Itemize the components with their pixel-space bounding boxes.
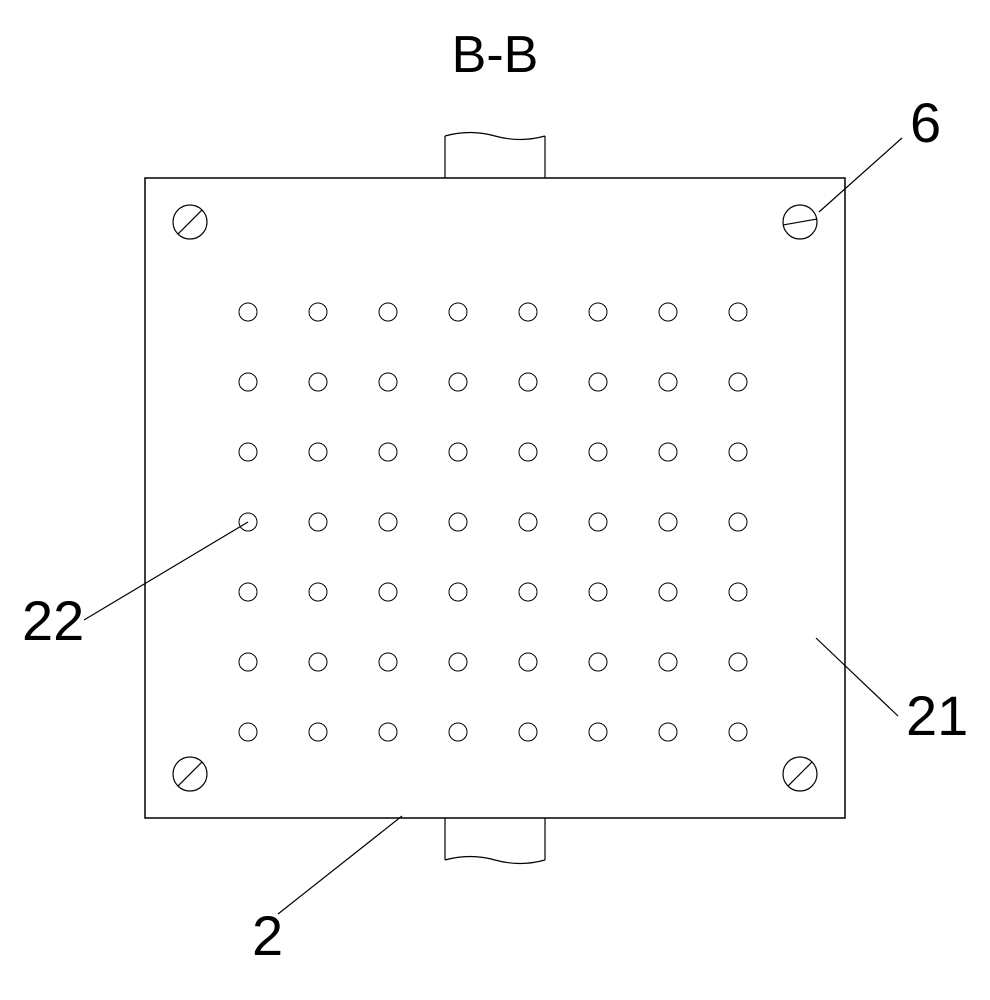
leaders-group [84, 138, 902, 914]
hole-grid [239, 303, 747, 741]
technical-drawing-svg: B-B 6 22 21 2 [0, 0, 990, 1000]
plate-outline [145, 178, 845, 818]
diagram-container: B-B 6 22 21 2 [0, 0, 990, 1000]
screws-group [173, 205, 817, 791]
label-6: 6 [910, 91, 941, 154]
bottom-tab [445, 818, 545, 864]
top-tab [445, 133, 545, 179]
label-22: 22 [22, 589, 84, 652]
section-title: B-B [452, 26, 539, 84]
label-21: 21 [906, 684, 968, 747]
label-2: 2 [252, 904, 283, 967]
